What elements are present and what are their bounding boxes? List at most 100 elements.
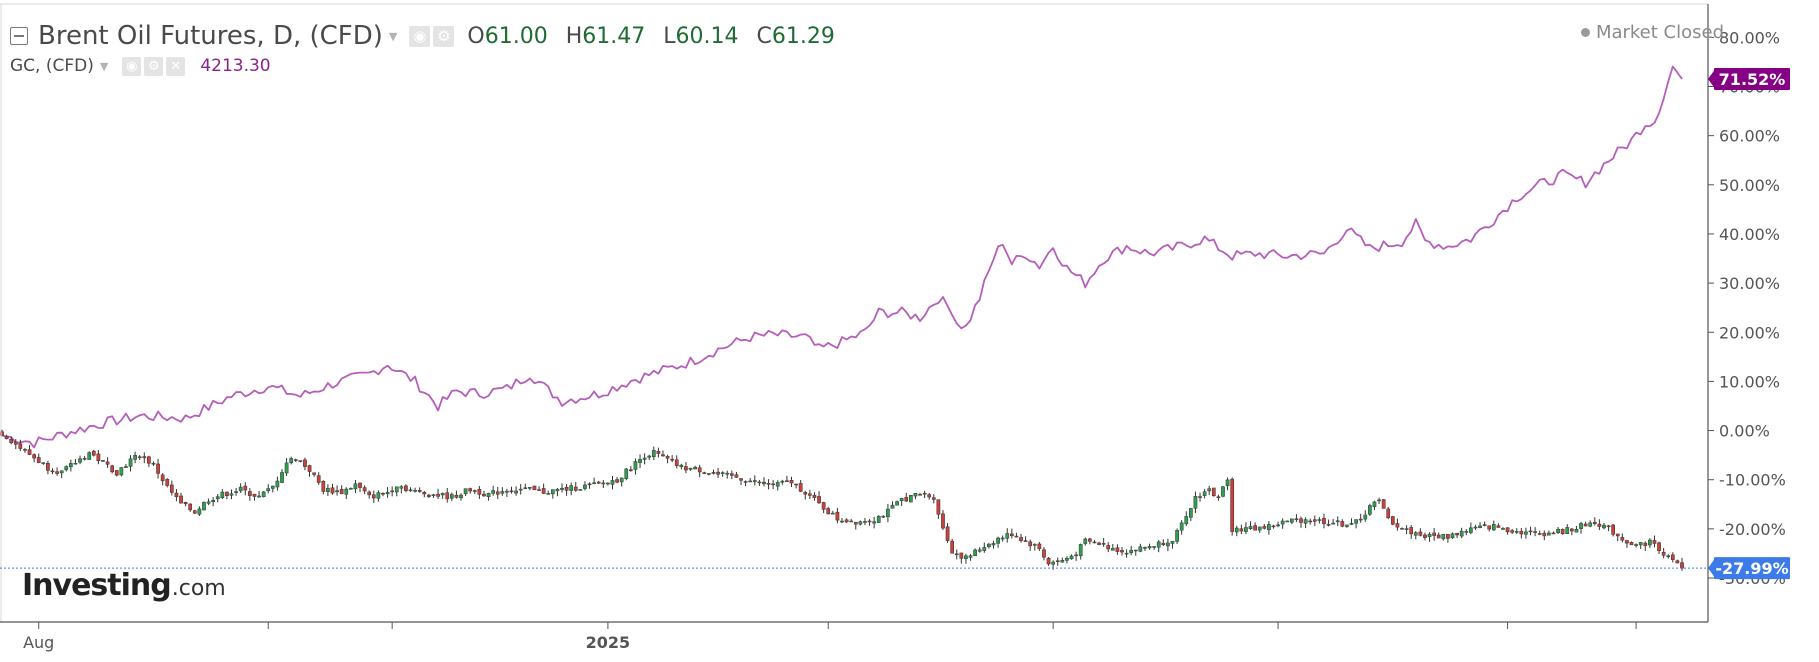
gear-icon[interactable]: ⚙ bbox=[144, 56, 164, 76]
candle-body bbox=[840, 520, 844, 523]
candle-body bbox=[73, 462, 78, 465]
main-series-legend: Brent Oil Futures, D, (CFD) ▼ ◉ ⚙ O61.00… bbox=[10, 18, 853, 54]
candle-body bbox=[358, 482, 362, 488]
candle-body bbox=[371, 494, 376, 499]
candle-body bbox=[523, 487, 528, 489]
candle-body bbox=[991, 543, 996, 546]
candle-body bbox=[1055, 560, 1060, 562]
candle-body bbox=[739, 478, 743, 481]
candle-body bbox=[1666, 555, 1671, 558]
candle-body bbox=[463, 488, 468, 495]
candle-body bbox=[87, 452, 92, 460]
y-tick-label: 60.00% bbox=[1719, 127, 1780, 146]
candle-body bbox=[670, 458, 675, 461]
candle-body bbox=[1078, 544, 1083, 557]
candle-body bbox=[665, 456, 670, 459]
low-value: L60.14 bbox=[663, 23, 739, 49]
candle-body bbox=[729, 473, 734, 476]
candle-body bbox=[610, 480, 615, 485]
candle-body bbox=[771, 483, 775, 486]
candle-body bbox=[886, 508, 890, 518]
candle-body bbox=[1032, 544, 1037, 546]
candle-body bbox=[1308, 520, 1313, 523]
candle-body bbox=[592, 482, 596, 485]
candle-body bbox=[293, 459, 298, 461]
candle-body bbox=[234, 491, 238, 493]
candle-body bbox=[697, 467, 702, 473]
candle-body bbox=[583, 484, 587, 489]
candle-body bbox=[160, 474, 165, 482]
candle-body bbox=[1551, 532, 1556, 535]
candle-body bbox=[1386, 508, 1391, 519]
candle-body bbox=[78, 458, 82, 463]
brent-last-value-badge-box bbox=[1714, 557, 1790, 580]
candle-body bbox=[1592, 521, 1597, 524]
candle-body bbox=[156, 463, 160, 474]
candle-body bbox=[1248, 526, 1253, 529]
eye-icon[interactable]: ◉ bbox=[122, 56, 142, 76]
chevron-down-icon[interactable]: ▼ bbox=[99, 59, 109, 73]
candle-body bbox=[436, 493, 440, 497]
candle-body bbox=[1528, 530, 1533, 533]
candle-body bbox=[1459, 530, 1464, 537]
candle-body bbox=[252, 493, 257, 497]
candle-body bbox=[927, 494, 932, 498]
candle-body bbox=[518, 488, 523, 491]
candle-body bbox=[454, 495, 459, 498]
candle-body bbox=[734, 474, 739, 478]
candle-body bbox=[404, 485, 408, 491]
candle-body bbox=[922, 492, 927, 495]
candle-body bbox=[1083, 538, 1088, 544]
candle-body bbox=[1299, 518, 1303, 523]
candle-body bbox=[973, 549, 977, 556]
eye-icon[interactable]: ◉ bbox=[409, 25, 431, 47]
candle-body bbox=[977, 549, 982, 552]
candle-body bbox=[472, 490, 477, 492]
candle-body bbox=[1436, 534, 1441, 539]
candle-body bbox=[1065, 557, 1069, 561]
candle-body bbox=[876, 515, 881, 523]
candle-body bbox=[964, 555, 968, 560]
candle-body bbox=[812, 494, 817, 498]
candle-body bbox=[1409, 527, 1414, 535]
market-status-text: Market Closed bbox=[1595, 22, 1724, 43]
candle-body bbox=[1400, 528, 1404, 530]
candle-body bbox=[1225, 479, 1230, 487]
close-icon[interactable]: ✕ bbox=[166, 56, 186, 76]
candle-body bbox=[1381, 499, 1386, 509]
candle-body bbox=[794, 483, 798, 486]
y-tick-label: -10.00% bbox=[1719, 471, 1786, 490]
logo-domain: .com bbox=[171, 576, 226, 601]
candle-body bbox=[844, 519, 849, 523]
candle-body bbox=[1556, 528, 1560, 533]
candle-body bbox=[725, 472, 730, 475]
candle-body bbox=[188, 503, 193, 511]
candle-body bbox=[1524, 531, 1528, 535]
chevron-down-icon[interactable]: ▼ bbox=[388, 29, 398, 43]
gear-icon[interactable]: ⚙ bbox=[433, 25, 455, 47]
candle-body bbox=[555, 488, 560, 492]
candle-body bbox=[440, 492, 445, 496]
candle-body bbox=[1285, 520, 1290, 523]
candle-body bbox=[1138, 546, 1143, 552]
main-series-title[interactable]: Brent Oil Futures, D, (CFD) bbox=[38, 21, 383, 51]
candle-body bbox=[1643, 542, 1648, 546]
x-tick-label: Aug bbox=[23, 633, 54, 652]
candle-body bbox=[1271, 525, 1276, 528]
candle-body bbox=[321, 481, 326, 492]
collapse-icon[interactable] bbox=[10, 27, 28, 45]
candle-body bbox=[36, 457, 41, 463]
candle-body bbox=[1395, 523, 1400, 528]
candle-body bbox=[1423, 534, 1427, 538]
candle-body bbox=[349, 488, 353, 490]
candle-body bbox=[1193, 496, 1198, 509]
compare-series-title[interactable]: GC, (CFD) bbox=[10, 56, 94, 76]
y-tick-label: -20.00% bbox=[1719, 520, 1786, 539]
candle-body bbox=[1537, 533, 1542, 535]
candle-body bbox=[0, 431, 4, 436]
candle-body bbox=[82, 458, 87, 460]
candle-body bbox=[1166, 542, 1170, 547]
candle-body bbox=[248, 491, 252, 496]
candle-body bbox=[399, 486, 404, 489]
